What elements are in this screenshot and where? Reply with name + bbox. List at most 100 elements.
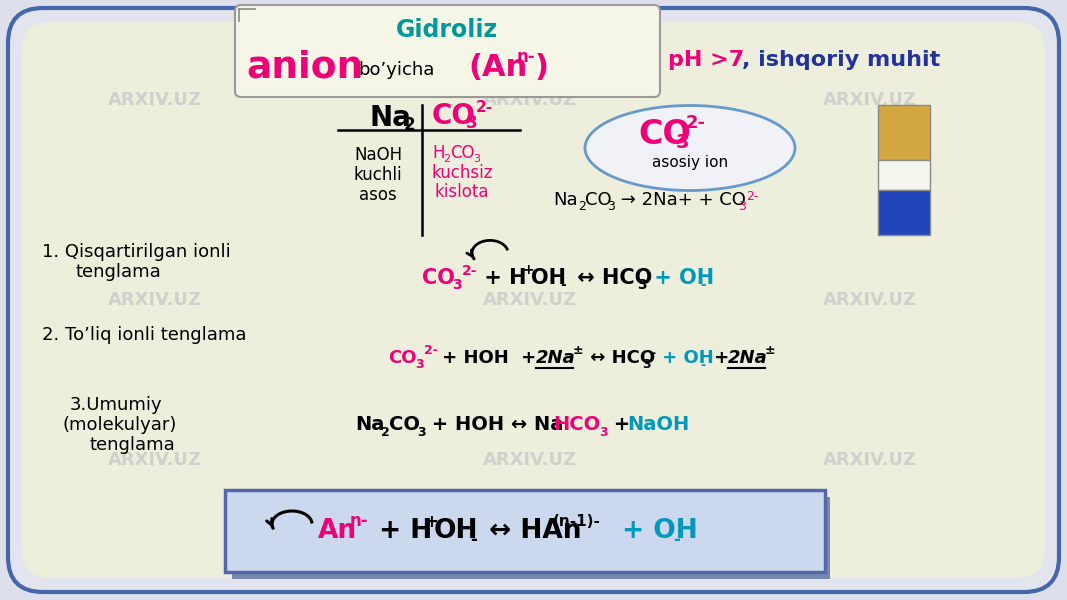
Text: ARXIV.UZ: ARXIV.UZ bbox=[823, 91, 917, 109]
Text: Na: Na bbox=[370, 104, 412, 132]
Text: anion: anion bbox=[246, 50, 364, 86]
Text: 2. To’liq ionli tenglama: 2. To’liq ionli tenglama bbox=[42, 326, 246, 344]
Text: 3: 3 bbox=[599, 425, 607, 439]
Text: -: - bbox=[700, 358, 705, 371]
Text: asosiy ion: asosiy ion bbox=[652, 154, 728, 169]
Text: +: + bbox=[708, 349, 735, 367]
Text: Gidroliz: Gidroliz bbox=[396, 18, 498, 42]
Text: ARXIV.UZ: ARXIV.UZ bbox=[653, 526, 747, 544]
Text: 3: 3 bbox=[452, 278, 462, 292]
FancyBboxPatch shape bbox=[225, 490, 825, 572]
Text: n-: n- bbox=[517, 48, 536, 66]
Text: ARXIV.UZ: ARXIV.UZ bbox=[483, 451, 577, 469]
Text: tenglama: tenglama bbox=[75, 263, 161, 281]
Text: OH: OH bbox=[531, 268, 566, 288]
Text: n-: n- bbox=[350, 512, 368, 530]
Text: Na: Na bbox=[553, 191, 577, 209]
Text: kuchsiz: kuchsiz bbox=[431, 164, 493, 182]
Text: Na: Na bbox=[355, 415, 384, 434]
Text: NaOH: NaOH bbox=[627, 415, 689, 434]
Text: + OH: + OH bbox=[656, 349, 714, 367]
Text: ARXIV.UZ: ARXIV.UZ bbox=[303, 526, 397, 544]
Text: + H: + H bbox=[477, 268, 526, 288]
Text: 2Na: 2Na bbox=[728, 349, 768, 367]
Text: 3: 3 bbox=[637, 278, 647, 292]
FancyBboxPatch shape bbox=[235, 5, 660, 97]
Text: CO: CO bbox=[389, 415, 420, 434]
Text: (n-1)-: (n-1)- bbox=[553, 514, 601, 529]
Text: -: - bbox=[469, 531, 477, 549]
Text: ↔ HAn: ↔ HAn bbox=[480, 518, 582, 544]
Text: ARXIV.UZ: ARXIV.UZ bbox=[483, 291, 577, 309]
Text: 2-: 2- bbox=[686, 114, 706, 132]
Text: pH >7: pH >7 bbox=[668, 50, 745, 70]
Text: +: + bbox=[607, 415, 637, 434]
Text: 2: 2 bbox=[578, 200, 586, 214]
Text: , ishqoriy muhit: , ishqoriy muhit bbox=[742, 50, 940, 70]
Text: 1. Qisqartirilgan ionli: 1. Qisqartirilgan ionli bbox=[42, 243, 230, 261]
Text: (molekulyar): (molekulyar) bbox=[63, 416, 177, 434]
Text: ↔ HCO: ↔ HCO bbox=[570, 268, 652, 288]
Text: 3.Umumiy: 3.Umumiy bbox=[70, 396, 162, 414]
Text: CO: CO bbox=[638, 118, 690, 151]
Text: CO: CO bbox=[432, 102, 476, 130]
Text: + HOH  +: + HOH + bbox=[436, 349, 542, 367]
Text: kislota: kislota bbox=[434, 183, 490, 201]
Text: H: H bbox=[432, 144, 445, 162]
Text: ±: ± bbox=[765, 344, 776, 358]
Text: -: - bbox=[673, 531, 680, 549]
FancyBboxPatch shape bbox=[878, 160, 930, 190]
Text: 3: 3 bbox=[415, 358, 424, 371]
Text: 3: 3 bbox=[738, 200, 746, 214]
Text: -: - bbox=[700, 278, 705, 292]
Text: -: - bbox=[650, 346, 655, 359]
Text: 2-: 2- bbox=[476, 100, 493, 115]
Text: ARXIV.UZ: ARXIV.UZ bbox=[108, 451, 202, 469]
Text: bo’yicha: bo’yicha bbox=[359, 61, 435, 79]
Text: NaOH: NaOH bbox=[354, 146, 402, 164]
FancyBboxPatch shape bbox=[878, 105, 930, 160]
Text: CO: CO bbox=[450, 144, 475, 162]
Text: HCO: HCO bbox=[553, 415, 601, 434]
Text: 2Na: 2Na bbox=[536, 349, 576, 367]
Text: + HOH ↔ Na: + HOH ↔ Na bbox=[425, 415, 563, 434]
Text: 3: 3 bbox=[466, 114, 478, 132]
Text: + H: + H bbox=[370, 518, 432, 544]
Text: -: - bbox=[560, 278, 566, 292]
Text: kuchli: kuchli bbox=[353, 166, 402, 184]
FancyBboxPatch shape bbox=[232, 497, 830, 579]
Text: asos: asos bbox=[360, 186, 397, 204]
Text: 2: 2 bbox=[381, 425, 389, 439]
FancyBboxPatch shape bbox=[22, 22, 1045, 578]
Text: 2-: 2- bbox=[462, 264, 478, 278]
Text: 2: 2 bbox=[404, 116, 416, 134]
Text: 2-: 2- bbox=[424, 344, 437, 358]
Text: (An: (An bbox=[468, 53, 527, 82]
Text: CO: CO bbox=[585, 191, 611, 209]
Ellipse shape bbox=[585, 106, 795, 191]
Text: + OH: + OH bbox=[647, 268, 714, 288]
Text: CO: CO bbox=[423, 268, 455, 288]
Text: 3: 3 bbox=[676, 133, 689, 152]
Text: ): ) bbox=[535, 53, 550, 82]
Text: ±: ± bbox=[573, 344, 584, 358]
Text: 3: 3 bbox=[417, 425, 426, 439]
Text: 3: 3 bbox=[473, 154, 480, 164]
Text: 3: 3 bbox=[642, 358, 651, 371]
Text: ARXIV.UZ: ARXIV.UZ bbox=[108, 91, 202, 109]
Text: +: + bbox=[424, 513, 437, 531]
Text: OH: OH bbox=[434, 518, 478, 544]
Text: ARXIV.UZ: ARXIV.UZ bbox=[823, 291, 917, 309]
Text: → 2Na+ + CO: → 2Na+ + CO bbox=[615, 191, 746, 209]
Text: An: An bbox=[318, 518, 357, 544]
Text: ARXIV.UZ: ARXIV.UZ bbox=[823, 451, 917, 469]
Text: ARXIV.UZ: ARXIV.UZ bbox=[483, 91, 577, 109]
Text: ARXIV.UZ: ARXIV.UZ bbox=[108, 291, 202, 309]
Text: + OH: + OH bbox=[614, 518, 698, 544]
Text: +: + bbox=[522, 263, 534, 277]
Text: ↔ HCO: ↔ HCO bbox=[584, 349, 655, 367]
FancyBboxPatch shape bbox=[7, 8, 1060, 592]
Text: 3: 3 bbox=[607, 200, 615, 214]
Text: 2: 2 bbox=[443, 154, 450, 164]
Text: 2-: 2- bbox=[746, 190, 759, 202]
